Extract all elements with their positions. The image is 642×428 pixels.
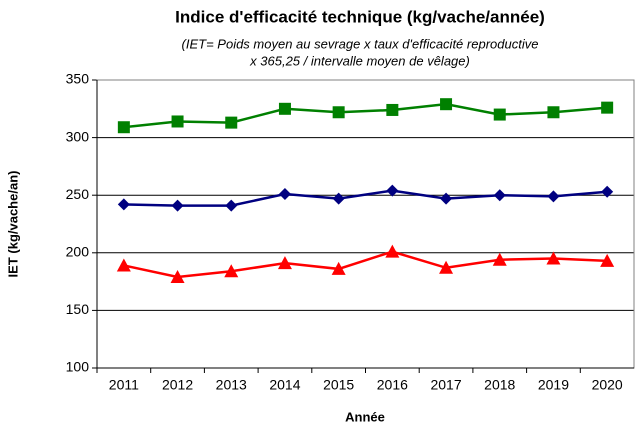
marker bbox=[332, 192, 345, 205]
marker bbox=[440, 192, 453, 205]
marker bbox=[171, 115, 184, 128]
y-tick-label: 250 bbox=[66, 186, 90, 202]
marker bbox=[492, 252, 507, 266]
x-tick-label: 2019 bbox=[538, 377, 569, 393]
x-tick-label: 2015 bbox=[323, 377, 354, 393]
marker bbox=[600, 253, 615, 267]
marker bbox=[601, 101, 614, 114]
marker bbox=[116, 258, 131, 272]
y-tick-label: 350 bbox=[66, 71, 90, 87]
y-tick-label: 100 bbox=[66, 359, 90, 375]
marker bbox=[224, 264, 239, 278]
marker bbox=[278, 188, 291, 201]
marker bbox=[385, 244, 400, 258]
x-axis-label: Année bbox=[345, 409, 385, 424]
y-tick-label: 150 bbox=[66, 301, 90, 317]
chart-title: Indice d'efficacité technique (kg/vache/… bbox=[175, 7, 545, 26]
chart-subtitle: x 365,25 / intervalle moyen de vêlage) bbox=[249, 53, 470, 68]
series-line bbox=[123, 102, 608, 129]
x-tick-label: 2020 bbox=[592, 377, 623, 393]
y-tick-label: 300 bbox=[66, 128, 90, 144]
y-tick-label: 200 bbox=[66, 244, 90, 260]
x-tick-label: 2016 bbox=[377, 377, 408, 393]
x-tick-label: 2014 bbox=[269, 377, 300, 393]
y-axis-label: IET (kg/vache/an) bbox=[5, 171, 20, 278]
marker bbox=[171, 199, 184, 212]
marker bbox=[386, 103, 399, 116]
x-tick-label: 2011 bbox=[109, 377, 139, 393]
marker bbox=[332, 106, 345, 119]
marker bbox=[440, 98, 453, 111]
marker bbox=[386, 184, 399, 197]
x-tick-label: 2017 bbox=[430, 377, 461, 393]
marker bbox=[331, 261, 346, 275]
series-line bbox=[123, 189, 608, 207]
marker bbox=[493, 189, 506, 202]
marker bbox=[117, 198, 130, 211]
marker bbox=[601, 185, 614, 198]
marker bbox=[170, 269, 185, 283]
marker bbox=[439, 260, 454, 274]
marker bbox=[547, 106, 560, 119]
marker bbox=[277, 256, 292, 270]
chart-subtitle: (IET= Poids moyen au sevrage x taux d'ef… bbox=[182, 36, 539, 51]
marker bbox=[493, 108, 506, 121]
marker bbox=[547, 190, 560, 203]
marker bbox=[225, 199, 238, 212]
marker bbox=[278, 102, 291, 115]
x-tick-label: 2013 bbox=[216, 377, 247, 393]
marker bbox=[546, 251, 561, 265]
x-tick-label: 2012 bbox=[162, 377, 193, 393]
marker bbox=[117, 121, 130, 134]
series-line bbox=[123, 250, 608, 279]
marker bbox=[225, 116, 238, 129]
x-tick-label: 2018 bbox=[484, 377, 515, 393]
